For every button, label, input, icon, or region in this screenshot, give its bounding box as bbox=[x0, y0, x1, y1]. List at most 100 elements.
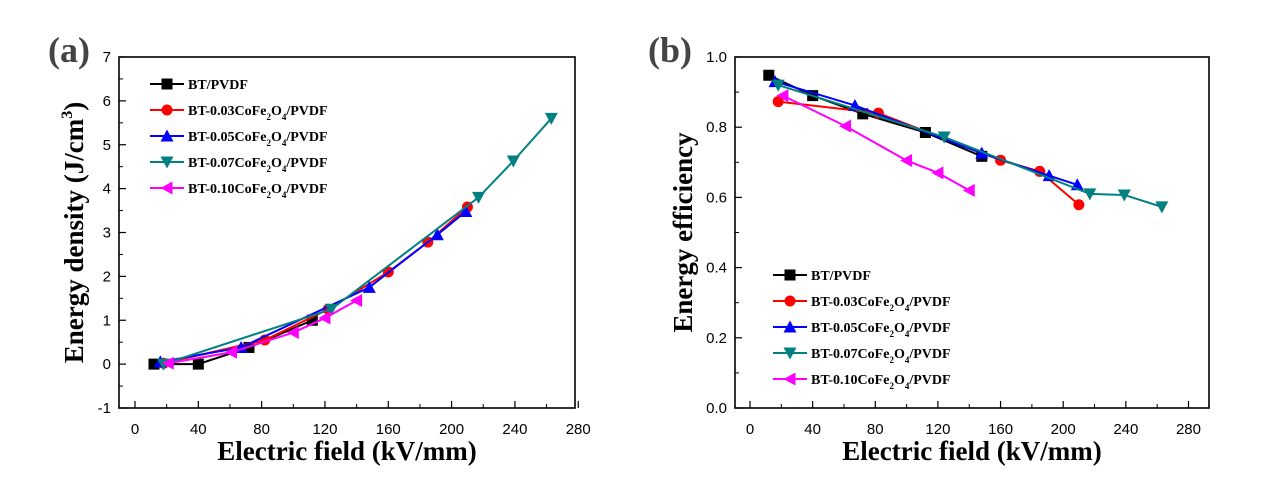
x-tick-label: 120 bbox=[925, 421, 950, 438]
legend-label-subscript: 2 bbox=[889, 355, 894, 365]
legend-label-subscript: 2 bbox=[266, 164, 271, 174]
series-line bbox=[778, 100, 1080, 206]
legend-label-part: /PVDF bbox=[908, 295, 950, 310]
x-tick-label: 240 bbox=[502, 421, 527, 438]
x-tick-label: 40 bbox=[804, 421, 821, 438]
data-point-marker bbox=[1083, 188, 1097, 201]
data-point-marker bbox=[772, 96, 784, 108]
data-point-marker bbox=[318, 311, 331, 325]
legend-label-subscript: 4 bbox=[282, 190, 287, 200]
legend-label-subscript: 4 bbox=[905, 355, 910, 365]
legend-label-subscript: 2 bbox=[889, 329, 894, 339]
x-tick-label: 80 bbox=[867, 421, 884, 438]
data-point-marker bbox=[459, 204, 473, 217]
x-tick-label: 40 bbox=[190, 421, 207, 438]
legend-item: BT-0.10CoFe2O4/PVDF bbox=[150, 181, 328, 200]
legend-marker-icon bbox=[161, 78, 173, 90]
legend-label-subscript: 2 bbox=[266, 112, 271, 122]
x-tick-label: 0 bbox=[746, 421, 754, 438]
data-point-marker bbox=[506, 155, 520, 168]
legend-label-part: BT-0.10CoFe bbox=[188, 182, 266, 197]
panel-label: (a) bbox=[48, 30, 90, 70]
legend-label-subscript: 4 bbox=[282, 138, 287, 148]
x-tick-label: 200 bbox=[439, 421, 464, 438]
data-point-marker bbox=[771, 79, 785, 92]
legend-label: BT-0.03CoFe2O4/PVDF bbox=[811, 295, 951, 313]
y-tick-label: 3 bbox=[103, 225, 111, 242]
legend-label: BT-0.10CoFe2O4/PVDF bbox=[188, 182, 328, 200]
legend-label-subscript: 2 bbox=[266, 190, 271, 200]
y-axis-title-end: ) bbox=[59, 102, 89, 111]
x-tick-label: 160 bbox=[376, 421, 401, 438]
chart-panel-b: 0 40 80 120 160 200 240 280 0.0 0.2 0.4 0.6 0.8 1.0 (b… bbox=[648, 30, 1210, 466]
data-point-marker bbox=[839, 119, 852, 133]
plot-frame bbox=[734, 56, 1210, 409]
data-point-marker bbox=[931, 166, 944, 180]
data-point-marker bbox=[324, 303, 338, 316]
data-point-marker bbox=[776, 89, 789, 103]
legend-label-part: /PVDF bbox=[285, 104, 327, 119]
y-tick-label: 0.6 bbox=[706, 189, 727, 206]
series-3 bbox=[771, 79, 1169, 214]
legend-label-part: O bbox=[271, 156, 282, 171]
legend-label: BT-0.07CoFe2O4/PVDF bbox=[811, 347, 951, 365]
series-line bbox=[163, 206, 469, 365]
legend-label-part: O bbox=[894, 373, 905, 388]
legend-label: BT-0.03CoFe2O4/PVDF bbox=[188, 104, 328, 122]
legend-item: BT-0.07CoFe2O4/PVDF bbox=[773, 347, 951, 365]
legend-label-part: BT/PVDF bbox=[811, 269, 871, 284]
legend-label-part: BT-0.07CoFe bbox=[188, 156, 266, 171]
legend-marker-icon bbox=[160, 156, 174, 169]
legend-label-part: O bbox=[271, 182, 282, 197]
legend-marker-icon bbox=[160, 129, 174, 142]
legend-label-part: BT-0.10CoFe bbox=[811, 373, 889, 388]
y-axis-title: Energy density (J/cm3) bbox=[59, 102, 89, 363]
data-point-marker bbox=[1073, 199, 1085, 211]
x-tick-label: 200 bbox=[1051, 421, 1076, 438]
legend-label-subscript: 4 bbox=[905, 381, 910, 391]
y-axis-title-main: Energy density (J/cm bbox=[59, 118, 89, 363]
legend-label: BT-0.07CoFe2O4/PVDF bbox=[188, 156, 328, 174]
legend-label-subscript: 4 bbox=[905, 303, 910, 313]
data-point-marker bbox=[225, 345, 238, 359]
y-tick-label: 4 bbox=[103, 181, 111, 198]
y-tick-label: 1.0 bbox=[706, 49, 727, 66]
legend-label-part: BT-0.07CoFe bbox=[811, 347, 889, 362]
legend-item: BT/PVDF bbox=[150, 78, 248, 93]
series-1 bbox=[157, 201, 473, 369]
legend-label-part: BT-0.05CoFe bbox=[811, 321, 889, 336]
data-point-marker bbox=[1042, 169, 1056, 182]
x-tick-label: 0 bbox=[131, 421, 139, 438]
legend: BT/PVDFBT-0.03CoFe2O4/PVDFBT-0.05CoFe2O4… bbox=[773, 269, 951, 391]
data-point-marker bbox=[937, 131, 951, 144]
legend: BT/PVDFBT-0.03CoFe2O4/PVDFBT-0.05CoFe2O4… bbox=[150, 78, 328, 200]
legend-label-subscript: 2 bbox=[889, 381, 894, 391]
y-axis-title-superscript: 3 bbox=[59, 111, 76, 119]
legend-item: BT-0.03CoFe2O4/PVDF bbox=[150, 104, 328, 122]
data-point-marker bbox=[286, 326, 299, 340]
legend-label-part: /PVDF bbox=[908, 347, 950, 362]
legend-marker-icon bbox=[161, 104, 173, 116]
legend-label-part: /PVDF bbox=[285, 182, 327, 197]
legend-label-part: BT-0.03CoFe bbox=[811, 295, 889, 310]
y-tick-label: 0.4 bbox=[706, 260, 727, 277]
series-4 bbox=[776, 89, 975, 197]
series-line bbox=[160, 210, 467, 363]
y-tick-label: 1 bbox=[103, 312, 111, 329]
legend-label-subscript: 4 bbox=[905, 329, 910, 339]
legend-item: BT/PVDF bbox=[773, 269, 871, 284]
legend-label: BT-0.10CoFe2O4/PVDF bbox=[811, 373, 951, 391]
y-tick-label: 2 bbox=[103, 268, 111, 285]
y-axis-title: Energy efficiency bbox=[668, 132, 698, 333]
data-point-marker bbox=[900, 154, 913, 168]
legend-label: BT/PVDF bbox=[811, 269, 871, 284]
series-4 bbox=[161, 294, 363, 370]
y-tick-label: 7 bbox=[103, 49, 111, 66]
legend-label-part: O bbox=[271, 104, 282, 119]
legend-item: BT-0.07CoFe2O4/PVDF bbox=[150, 156, 328, 174]
x-tick-label: 280 bbox=[566, 421, 591, 438]
legend-label-part: BT-0.05CoFe bbox=[188, 130, 266, 145]
x-tick-label: 120 bbox=[312, 421, 337, 438]
y-tick-label: 0.0 bbox=[706, 400, 727, 417]
